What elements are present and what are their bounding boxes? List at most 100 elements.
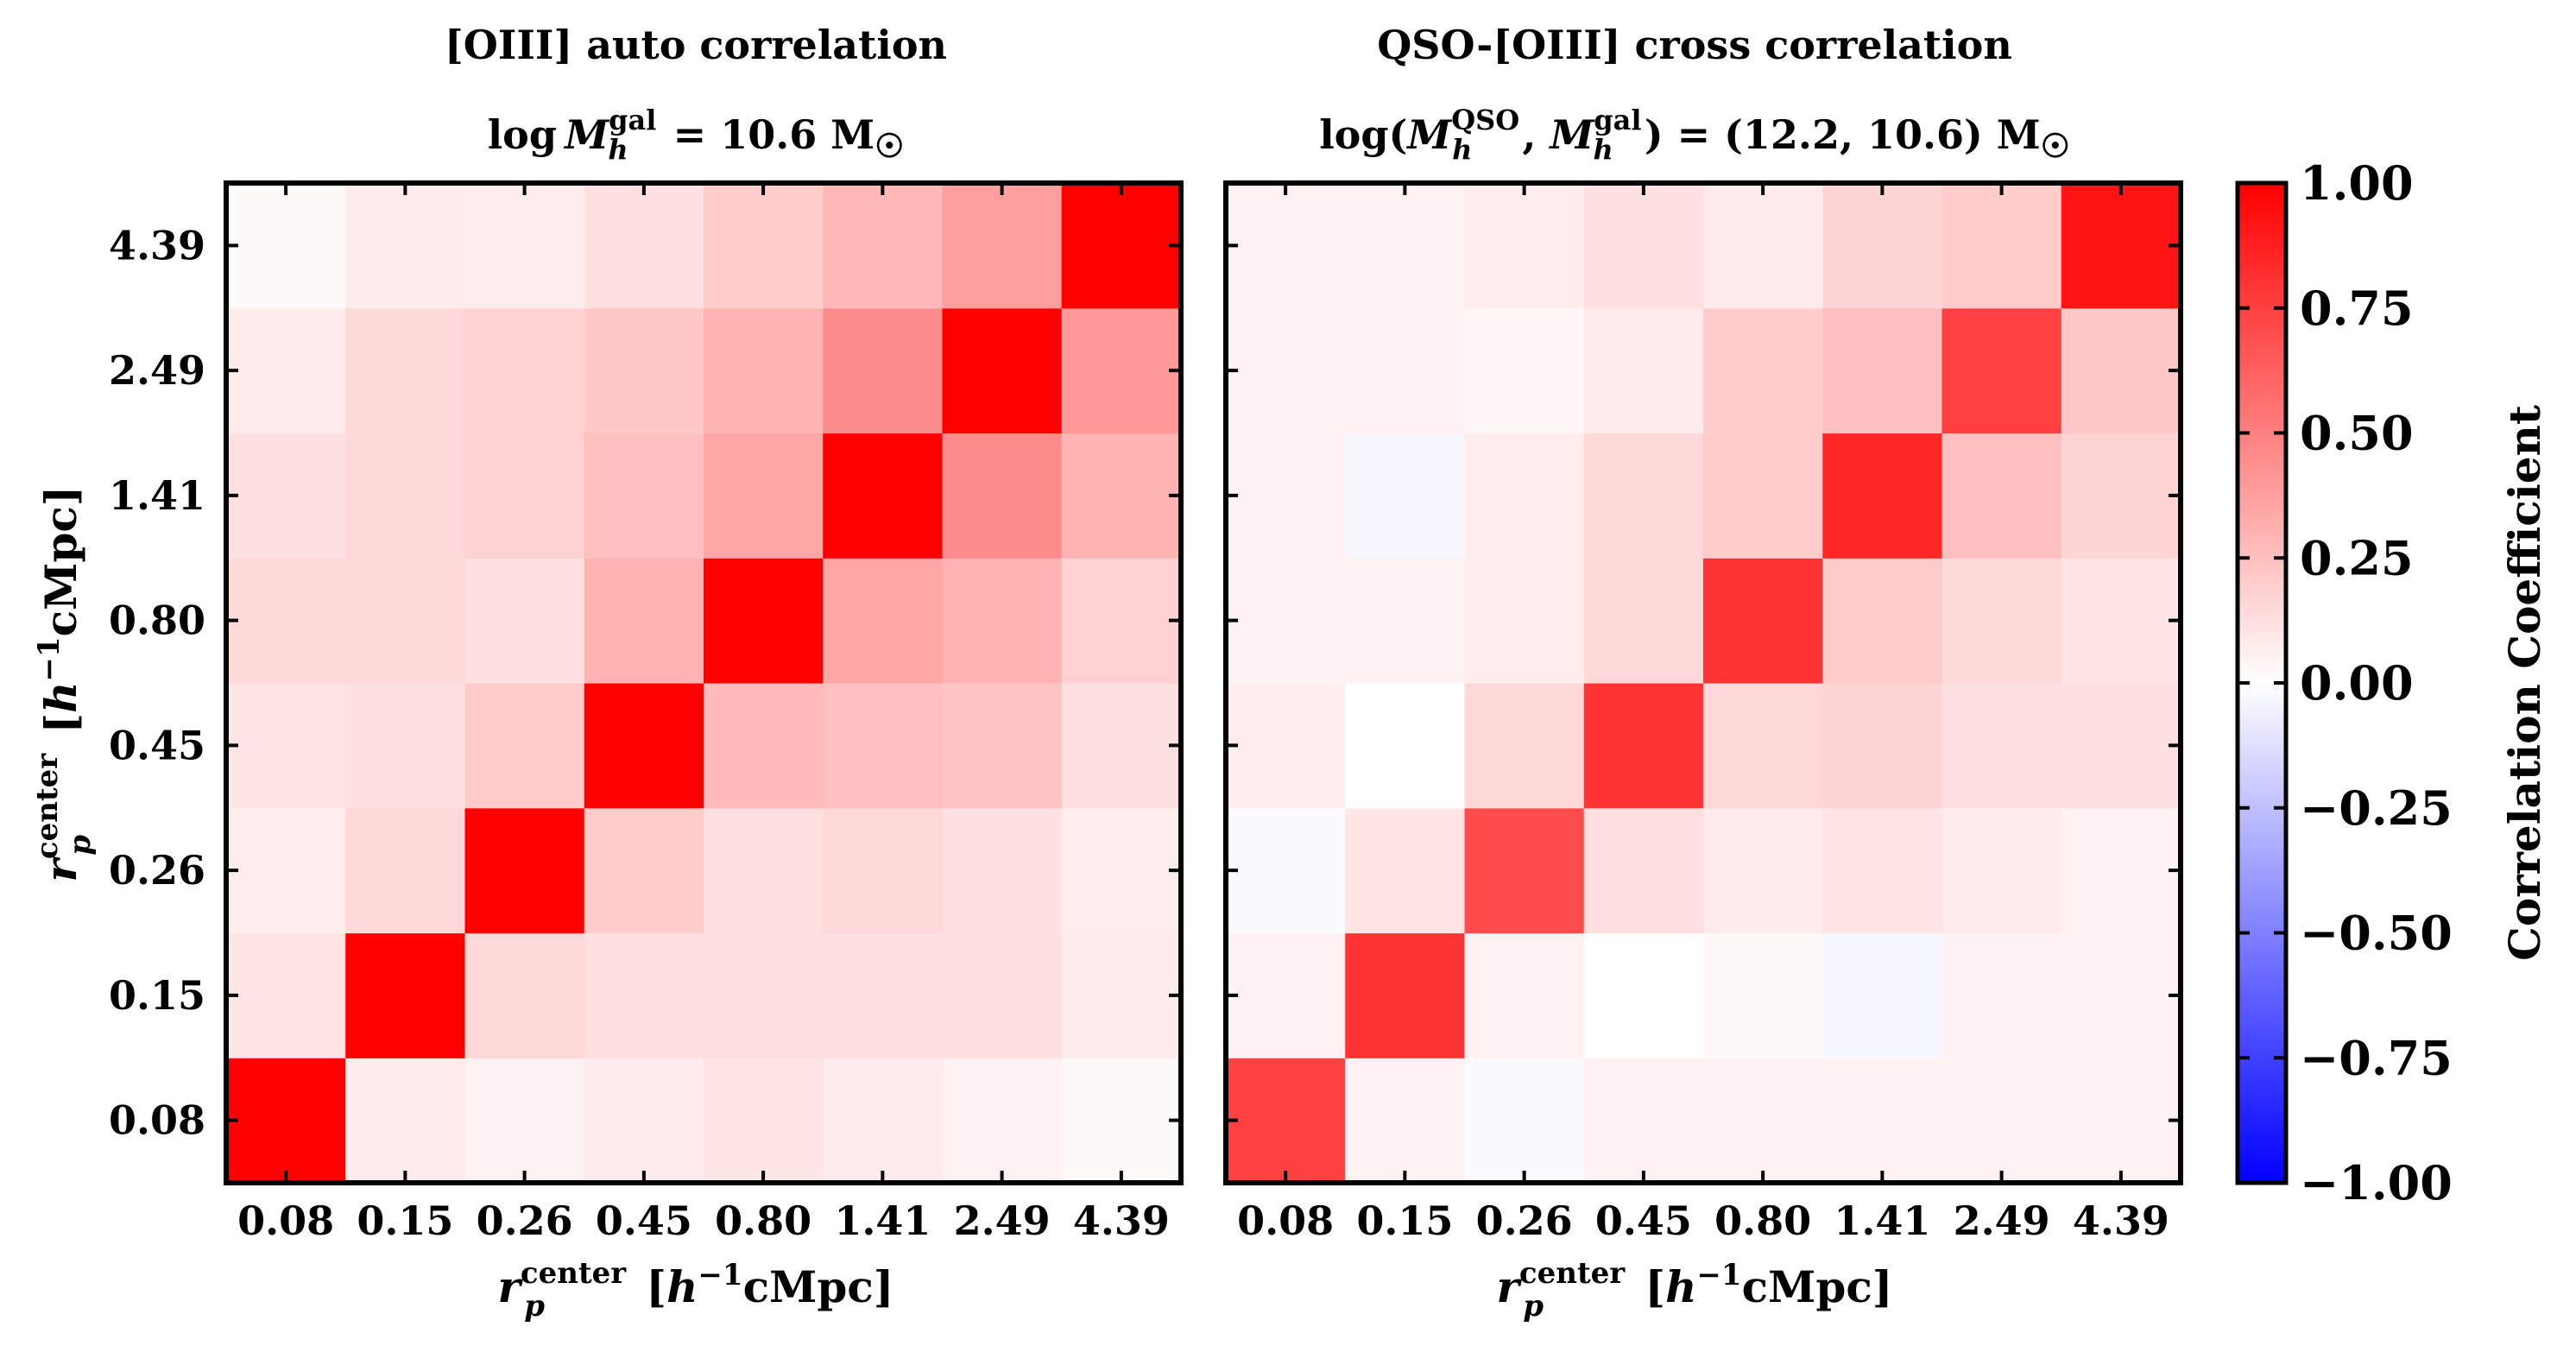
left-heatmap-cell-r5-c2 xyxy=(464,433,585,559)
right-heatmap-cell-r0-c6 xyxy=(1941,1058,2062,1184)
colorbar: 1.00 0.75 0.50 0.25 0.00 −0.25 −0.50 −0.75 −1.00 xyxy=(2235,155,2453,1210)
left-heatmap-cell-r3-c3 xyxy=(584,683,704,809)
left-x-axis-label: rcenter p [h−1cMpc] xyxy=(498,1256,894,1324)
left-heatmap-cell-r7-c2 xyxy=(464,183,585,309)
left-y-axis-label: rcenterp [h−1cMpc] xyxy=(30,486,98,882)
left-heatmap-cell-r7-c7 xyxy=(1061,183,1182,309)
left-heatmap-cell-r0-c3 xyxy=(584,1058,704,1184)
left-heatmap-cell-r3-c7 xyxy=(1061,683,1182,809)
colorbar-tick-label: 0.00 xyxy=(2300,655,2414,711)
right-heatmap-cell-r4-c0 xyxy=(1226,558,1346,684)
right-heatmap-cell-r6-c0 xyxy=(1226,307,1346,434)
left-x-tick-label: 2.49 xyxy=(954,1197,1051,1244)
right-heatmap-cell-r0-c4 xyxy=(1703,1058,1823,1184)
left-heatmap-panel: 0.08 0.08 0.15 0.15 0.26 0.26 0.45 0.45 0.80 0.80… xyxy=(109,180,1184,1244)
right-heatmap-cell-r3-c0 xyxy=(1226,683,1346,809)
right-heatmap-cell-r5-c0 xyxy=(1226,433,1346,559)
right-subtitle: log(MQSO h, Mgal h) = (12.2, 10.6) M☉ xyxy=(1319,104,2070,166)
left-heatmap-cell-r0-c1 xyxy=(345,1058,466,1184)
right-heatmap-cell-r1-c6 xyxy=(1941,932,2062,1058)
right-heatmap-cell-r4-c5 xyxy=(1822,558,1943,684)
right-heatmap-cell-r1-c7 xyxy=(2061,932,2181,1058)
left-heatmap-cell-r6-c2 xyxy=(464,307,585,434)
left-heatmap-cell-r2-c0 xyxy=(226,807,346,934)
left-heatmap-cell-r6-c5 xyxy=(823,307,944,434)
left-heatmap-cell-r7-c1 xyxy=(345,183,466,309)
left-heatmap-cell-r5-c1 xyxy=(345,433,466,559)
right-heatmap-cell-r6-c3 xyxy=(1583,307,1704,434)
right-x-tick-label: 0.26 xyxy=(1476,1197,1573,1244)
right-heatmap-cell-r4-c2 xyxy=(1464,558,1585,684)
right-heatmap-cell-r7-c6 xyxy=(1941,183,2062,309)
left-axes-frame xyxy=(224,180,1184,1185)
colorbar-tick-label: 0.25 xyxy=(2300,530,2414,585)
right-heatmap-cell-r5-c5 xyxy=(1822,433,1943,559)
left-heatmap-cell-r7-c0 xyxy=(226,183,346,309)
left-heatmap-cell-r2-c4 xyxy=(704,807,824,934)
left-y-tick-label: 0.45 xyxy=(109,722,205,768)
left-heatmap-cell-r2-c7 xyxy=(1061,807,1182,934)
left-heatmap-cell-r2-c6 xyxy=(942,807,1063,934)
right-heatmap-cell-r1-c4 xyxy=(1703,932,1823,1058)
left-heatmap-cell-r6-c7 xyxy=(1061,307,1182,434)
right-heatmap-cell-r1-c3 xyxy=(1583,932,1704,1058)
right-heatmap-cell-r5-c4 xyxy=(1703,433,1823,559)
left-heatmap-cell-r5-c5 xyxy=(823,433,944,559)
right-heatmap-cell-r5-c3 xyxy=(1583,433,1704,559)
right-heatmap-cell-r6-c7 xyxy=(2061,307,2181,434)
right-heatmap-cell-r4-c1 xyxy=(1345,558,1466,684)
left-y-tick-label: 0.80 xyxy=(109,597,205,644)
left-title: [OIII] auto correlation xyxy=(445,22,947,68)
left-heatmap-cell-r3-c6 xyxy=(942,683,1063,809)
left-x-tick-label: 0.45 xyxy=(596,1197,692,1244)
right-heatmap-cell-r1-c0 xyxy=(1226,932,1346,1058)
left-x-tick-label: 4.39 xyxy=(1073,1197,1170,1244)
colorbar-tick-label: −1.00 xyxy=(2300,1155,2453,1210)
right-heatmap-cell-r4-c3 xyxy=(1583,558,1704,684)
colorbar-tick-label: −0.25 xyxy=(2300,780,2453,836)
right-heatmap-cell-r7-c1 xyxy=(1345,183,1466,309)
left-heatmap-cell-r4-c4 xyxy=(704,558,824,684)
left-heatmap-cell-r5-c6 xyxy=(942,433,1063,559)
left-heatmap-cell-r0-c2 xyxy=(464,1058,585,1184)
left-heatmap-cell-r1-c5 xyxy=(823,932,944,1058)
right-x-tick-label: 0.15 xyxy=(1356,1197,1453,1244)
right-heatmap-cell-r3-c1 xyxy=(1345,683,1466,809)
left-heatmap-cell-r2-c3 xyxy=(584,807,704,934)
left-heatmap-cell-r3-c5 xyxy=(823,683,944,809)
colorbar-tick-label: −0.50 xyxy=(2300,906,2453,961)
right-heatmap-cell-r3-c4 xyxy=(1703,683,1823,809)
right-heatmap-cell-r3-c5 xyxy=(1822,683,1943,809)
left-y-tick-label: 0.08 xyxy=(109,1097,205,1144)
left-heatmap-cell-r4-c0 xyxy=(226,558,346,684)
left-heatmap-cell-r1-c1 xyxy=(345,932,466,1058)
left-heatmap-cell-r1-c2 xyxy=(464,932,585,1058)
left-heatmap-cell-r1-c3 xyxy=(584,932,704,1058)
right-heatmap-cell-r0-c1 xyxy=(1345,1058,1466,1184)
left-heatmap-cell-r6-c3 xyxy=(584,307,704,434)
right-x-axis-label: rcenter p [h−1cMpc] xyxy=(1497,1256,1893,1324)
right-heatmap-cell-r6-c5 xyxy=(1822,307,1943,434)
left-heatmap-cell-r5-c0 xyxy=(226,433,346,559)
colorbar-label: Correlation Coefficient xyxy=(2499,405,2550,961)
colorbar-tick-label: 1.00 xyxy=(2300,155,2414,211)
right-heatmap-cell-r0-c2 xyxy=(1464,1058,1585,1184)
left-heatmap-cell-r5-c7 xyxy=(1061,433,1182,559)
right-heatmap-cell-r0-c0 xyxy=(1226,1058,1346,1184)
left-heatmap-cell-r7-c4 xyxy=(704,183,824,309)
right-heatmap-cell-r2-c4 xyxy=(1703,807,1823,934)
left-subtitle: log Mgal h = 10.6 M☉ xyxy=(488,104,905,166)
right-heatmap-cell-r0-c7 xyxy=(2061,1058,2181,1184)
right-heatmap-cell-r5-c6 xyxy=(1941,433,2062,559)
left-heatmap-cell-r3-c2 xyxy=(464,683,585,809)
left-heatmap-cell-r5-c4 xyxy=(704,433,824,559)
left-y-tick-label: 0.15 xyxy=(109,972,205,1019)
right-heatmap-cell-r2-c5 xyxy=(1822,807,1943,934)
left-heatmap-cell-r4-c7 xyxy=(1061,558,1182,684)
left-y-tick-label: 1.41 xyxy=(109,472,205,519)
left-heatmap-cell-r3-c1 xyxy=(345,683,466,809)
left-heatmap-cell-r4-c1 xyxy=(345,558,466,684)
left-heatmap-cell-r7-c6 xyxy=(942,183,1063,309)
left-heatmap-cell-r3-c4 xyxy=(704,683,824,809)
left-heatmap-cell-r0-c7 xyxy=(1061,1058,1182,1184)
